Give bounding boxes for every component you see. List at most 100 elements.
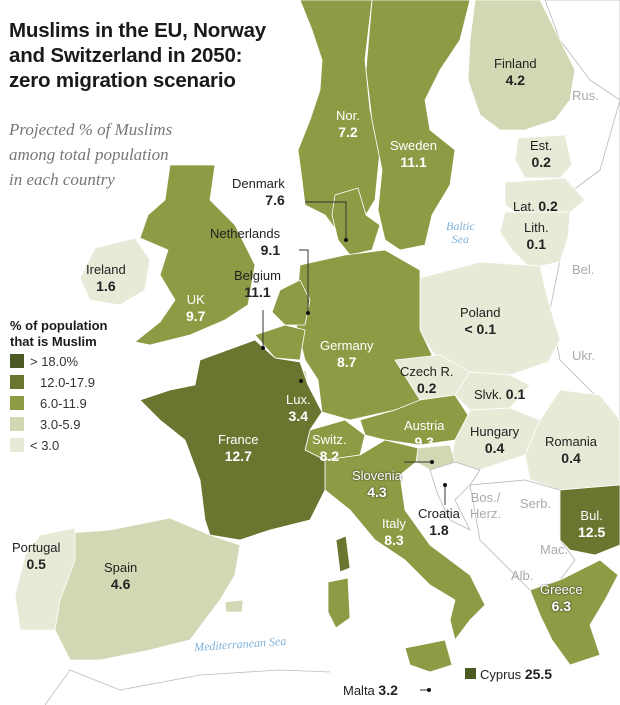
legend-item: 12.0-17.9 [10, 372, 107, 392]
country-name: Finland [494, 56, 537, 71]
legend-label: < 3.0 [30, 437, 60, 453]
label-czech: Czech R. 0.2 [400, 364, 453, 396]
legend-swatch [10, 417, 24, 431]
sea-name: Sea [451, 232, 469, 246]
country-name: Czech R. [400, 364, 454, 379]
country-value: 1.8 [429, 522, 449, 538]
label-sweden: Sweden 11.1 [390, 138, 437, 170]
label-croatia: Croatia 1.8 [418, 506, 460, 538]
label-france: France 12.7 [218, 432, 258, 464]
leader-denmark [305, 201, 347, 240]
country-name: Belgium [234, 268, 281, 283]
country-italy [324, 439, 486, 641]
country-value: 0.4 [484, 440, 505, 456]
country-value: 3.2 [378, 682, 398, 698]
label-netherlands: Netherlands 9.1 [210, 226, 280, 258]
legend-swatch [10, 354, 24, 368]
country-ireland [79, 237, 151, 306]
chart-title: Muslims in the EU, Norway and Switzerlan… [9, 18, 266, 93]
label-germany: Germany 8.7 [320, 338, 373, 370]
label-denmark: Denmark 7.6 [232, 176, 285, 208]
label-slovenia: Slovenia 4.3 [352, 468, 402, 500]
label-finland: Finland 4.2 [494, 56, 537, 88]
country-name: Hungary [470, 424, 520, 439]
country-value: 7.6 [265, 192, 285, 208]
country-value: 12.7 [224, 448, 252, 464]
country-value: 8.3 [384, 532, 404, 548]
dot-croatia [443, 483, 447, 487]
legend: % of population that is Muslim > 18.0% 1… [10, 318, 107, 455]
country-name: Switz. [312, 432, 347, 447]
country-value: 0.5 [26, 556, 46, 572]
country-value: 8.7 [337, 354, 357, 370]
legend-label: 6.0-11.9 [40, 395, 87, 411]
country-name: Greece [540, 582, 583, 597]
country-poland [417, 261, 561, 376]
country-name: Spain [104, 560, 138, 575]
country-value: < 0.1 [464, 321, 496, 337]
subtitle-line: among total population [9, 145, 169, 164]
country-value: 4.6 [110, 576, 131, 592]
dot-denmark [344, 238, 348, 242]
legend-label: 3.0-5.9 [40, 416, 81, 432]
country-norway [297, 0, 381, 236]
subtitle-line: in each country [9, 170, 115, 189]
country-france [139, 339, 326, 541]
country-lithuania [499, 211, 571, 269]
dot-luxembourg [299, 379, 303, 383]
label-poland: Poland < 0.1 [460, 305, 500, 337]
subtitle-line: Projected % of Muslims [9, 120, 173, 139]
label-norway: Nor. 7.2 [336, 108, 360, 140]
country-netherlands [271, 279, 311, 326]
title-line: and Switzerland in 2050: [9, 44, 243, 67]
country-value: 6.3 [551, 598, 572, 614]
country-value: 7.2 [338, 124, 358, 140]
country-name: Poland [460, 305, 501, 320]
country-france-corsica [335, 535, 351, 573]
cyprus-swatch [465, 668, 476, 679]
label-ukraine: Ukr. [572, 348, 596, 363]
country-value: 25.5 [524, 666, 553, 682]
dot-malta [427, 688, 431, 692]
country-belgium [254, 324, 306, 361]
country-value: 0.2 [417, 380, 437, 396]
country-italy-sicily [404, 639, 453, 673]
label-malta: Malta 3.2 [343, 682, 398, 698]
legend-swatch [10, 396, 24, 410]
country-sweden [365, 0, 471, 251]
label-portugal: Portugal 0.5 [12, 540, 60, 572]
title-line: zero migration scenario [9, 69, 236, 92]
legend-item: < 3.0 [10, 435, 107, 455]
country-name: Germany [320, 338, 374, 353]
country-value: 0.1 [526, 236, 547, 252]
label-hungary: Hungary 0.4 [470, 424, 519, 456]
label-italy: Italy 8.3 [382, 516, 406, 548]
country-portugal [14, 527, 76, 631]
country-name: Netherlands [210, 226, 281, 241]
label-greece: Greece 6.3 [540, 582, 583, 614]
dot-belgium [261, 346, 265, 350]
dot-slovenia [430, 460, 434, 464]
country-name: Nor. [336, 108, 360, 123]
country-name: Lux. [286, 392, 311, 407]
label-spain: Spain 4.6 [104, 560, 137, 592]
country-value: 0.2 [531, 154, 551, 170]
leader-netherlands [299, 249, 309, 313]
country-spain-balearic [224, 599, 244, 613]
label-lithuania: Lith. 0.1 [524, 220, 549, 252]
country-value: 11.1 [244, 284, 271, 300]
country-value: 1.6 [96, 278, 116, 294]
country-name: Bos./ [470, 490, 501, 505]
label-romania: Romania 0.4 [545, 434, 597, 466]
legend-item: 6.0-11.9 [10, 393, 107, 413]
country-finland [467, 0, 576, 131]
label-luxembourg: Lux. 3.4 [286, 392, 311, 424]
country-value: 0.4 [561, 450, 581, 466]
country-name: Italy [382, 516, 406, 531]
label-cyprus: Cyprus 25.5 [480, 666, 552, 682]
country-croatia [429, 461, 481, 531]
country-value: 4.2 [505, 72, 526, 88]
label-bosnia: Bos./Herz. [470, 490, 501, 522]
label-macedonia: Mac. [540, 542, 569, 557]
